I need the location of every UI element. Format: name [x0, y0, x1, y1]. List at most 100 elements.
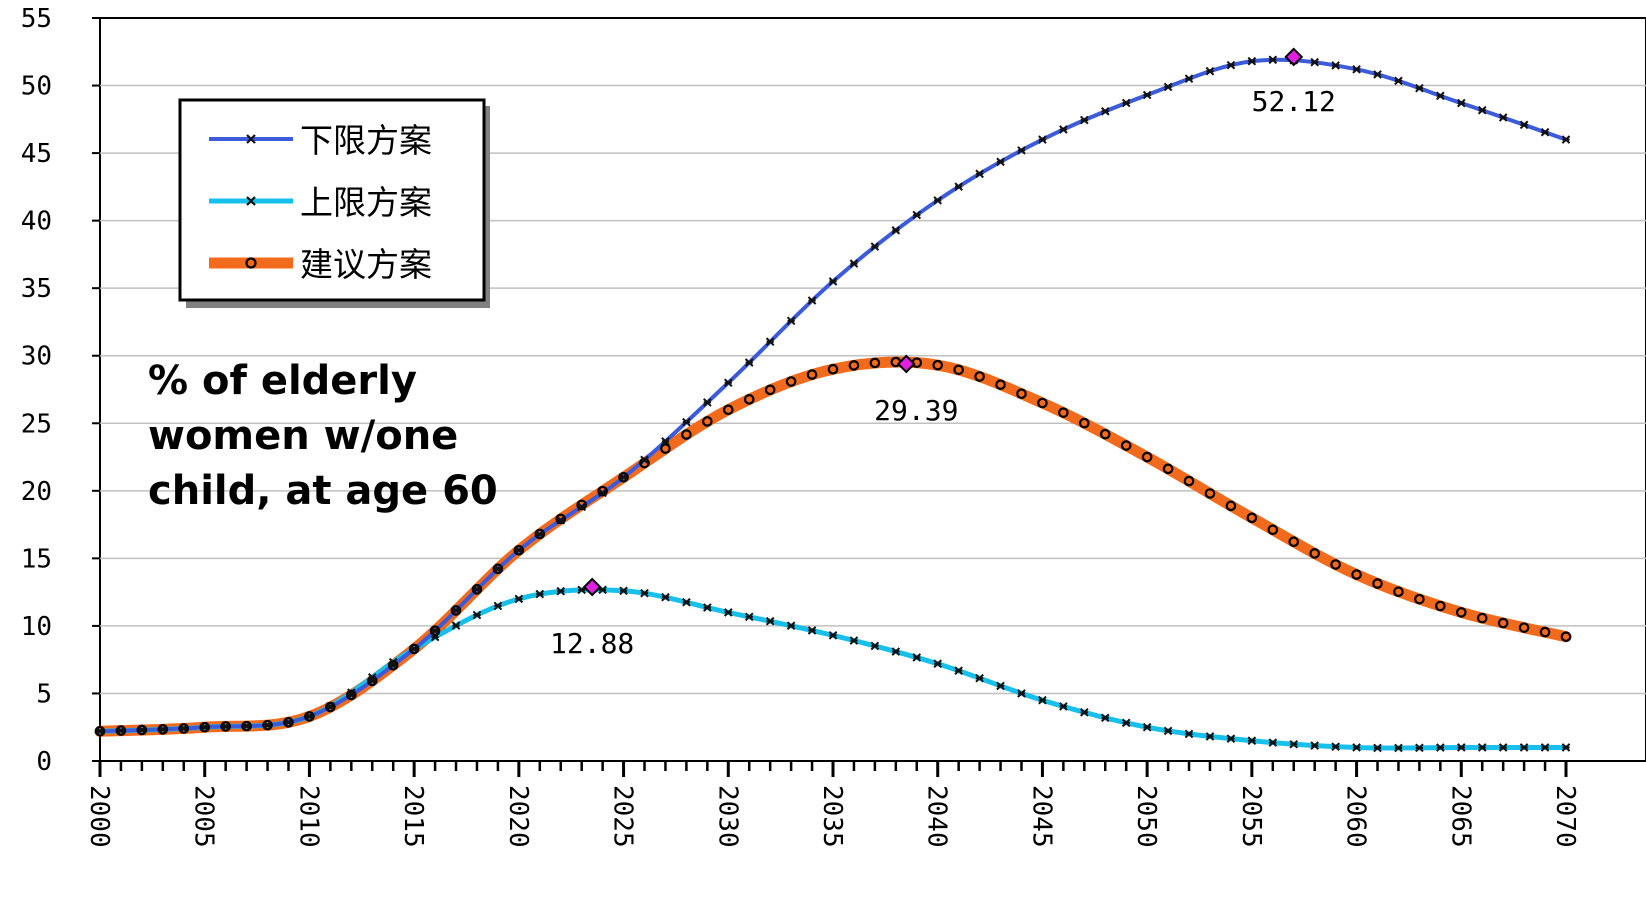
point-series-1-2055: [1247, 736, 1257, 746]
point-series-1-2032: [765, 616, 775, 626]
y-tick-label-30: 30: [21, 342, 52, 372]
point-series-0-2046: [1059, 125, 1068, 134]
point-series-2-2041: [953, 364, 964, 376]
point-series-1-2061: [1373, 743, 1382, 753]
y-tick-label-25: 25: [21, 409, 52, 439]
point-series-2-2029: [702, 416, 713, 427]
point-series-0-2031: [744, 358, 754, 367]
legend-marker-0: [246, 134, 256, 144]
point-series-2-2048: [1099, 428, 1111, 440]
point-series-0-2017: [451, 606, 461, 615]
point-series-2-2046: [1058, 407, 1069, 418]
point-series-1-2051: [1163, 726, 1173, 736]
point-series-0-2003: [158, 725, 168, 734]
y-tick-label-10: 10: [21, 612, 52, 642]
x-tick-label-2060: 2060: [1341, 785, 1371, 848]
point-series-0-2052: [1184, 74, 1194, 84]
point-series-0-2026: [640, 455, 649, 465]
point-series-1-2068: [1519, 743, 1529, 752]
point-series-1-2035: [828, 631, 838, 640]
point-series-1-2062: [1394, 743, 1403, 753]
point-series-2-2003: [157, 724, 169, 735]
point-series-2-2016: [429, 625, 441, 637]
point-series-0-2047: [1080, 115, 1089, 125]
y-tick-label-0: 0: [36, 747, 52, 777]
point-series-2-2027: [660, 443, 671, 454]
point-series-0-2004: [179, 724, 189, 733]
point-series-1-2056: [1268, 738, 1278, 747]
point-series-2-2059: [1330, 559, 1341, 570]
point-series-2-2007: [241, 720, 252, 732]
legend-label-1: 上限方案: [300, 183, 432, 222]
point-series-2-2009: [283, 717, 294, 728]
point-series-1-2040: [933, 659, 943, 669]
point-series-0-2015: [409, 644, 419, 654]
point-series-0-2032: [765, 337, 775, 347]
point-series-0-2005: [200, 722, 210, 732]
y-tick-label-5: 5: [36, 679, 52, 709]
point-series-2-2019: [492, 563, 504, 575]
point-series-0-2064: [1436, 91, 1445, 101]
point-series-1-2022: [556, 586, 566, 596]
point-series-0-2062: [1394, 76, 1403, 86]
point-series-1-2053: [1205, 732, 1215, 741]
point-series-0-2019: [493, 564, 503, 574]
point-series-0-2050: [1142, 90, 1152, 100]
point-series-0-2067: [1498, 113, 1508, 122]
point-series-0-2011: [326, 702, 335, 712]
x-tick-label-2025: 2025: [608, 785, 638, 848]
x-tick-label-2010: 2010: [293, 785, 323, 848]
point-series-0-2043: [996, 157, 1005, 167]
point-series-0-2025: [619, 473, 628, 482]
point-series-2-2063: [1414, 593, 1425, 605]
annotation-line-1: % of elderly: [148, 358, 417, 404]
point-series-1-2052: [1184, 729, 1194, 739]
point-series-1-2034: [807, 626, 817, 635]
point-series-1-2069: [1540, 743, 1550, 752]
point-series-0-2030: [723, 378, 733, 388]
annotation-line-2: women w/one: [148, 413, 458, 459]
point-series-2-2056: [1267, 524, 1279, 536]
point-series-0-2001: [116, 726, 126, 735]
point-series-0-2058: [1310, 57, 1319, 67]
point-series-1-2058: [1310, 741, 1319, 750]
point-series-1-2057: [1289, 739, 1299, 749]
point-series-0-2008: [263, 720, 272, 730]
point-series-0-2006: [221, 722, 230, 731]
point-series-2-2024: [597, 485, 608, 497]
point-series-2-2049: [1120, 440, 1132, 451]
point-series-0-2016: [430, 626, 440, 636]
point-series-0-2054: [1226, 60, 1236, 70]
y-tick-label-45: 45: [21, 139, 52, 169]
point-series-2-2065: [1455, 607, 1467, 618]
point-series-0-2033: [786, 316, 796, 326]
point-series-0-2029: [703, 398, 712, 407]
point-series-1-2031: [744, 612, 754, 622]
point-series-2-2036: [848, 360, 860, 371]
x-tick-label-2030: 2030: [712, 785, 742, 848]
point-series-2-2070: [1560, 631, 1572, 643]
point-series-1-2047: [1080, 708, 1089, 717]
point-series-2-2069: [1539, 626, 1551, 638]
point-series-0-2056: [1268, 55, 1278, 65]
point-series-2-2068: [1518, 622, 1530, 633]
point-series-1-2060: [1352, 743, 1361, 752]
point-series-2-2044: [1016, 388, 1027, 400]
point-series-0-2055: [1247, 56, 1257, 66]
point-series-2-2030: [722, 404, 734, 416]
point-series-2-2017: [450, 605, 462, 616]
point-series-0-2041: [954, 182, 963, 191]
point-series-1-2026: [640, 588, 649, 598]
point-series-1-2066: [1477, 743, 1487, 752]
x-tick-label-2050: 2050: [1131, 785, 1161, 848]
point-series-2-2033: [785, 376, 797, 387]
point-series-2-2012: [346, 689, 357, 701]
point-series-0-2053: [1205, 66, 1215, 76]
point-series-1-2050: [1142, 722, 1152, 732]
point-series-2-2067: [1497, 617, 1509, 629]
point-series-0-2036: [849, 259, 859, 268]
point-series-1-2049: [1121, 718, 1131, 728]
point-series-2-2028: [681, 429, 692, 440]
point-series-1-2027: [661, 592, 670, 602]
x-tick-label-2015: 2015: [398, 785, 428, 848]
